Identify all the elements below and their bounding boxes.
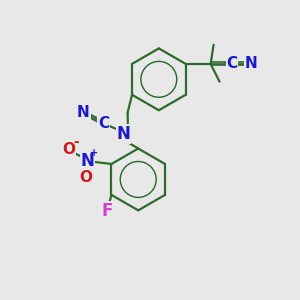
Text: N: N: [117, 125, 130, 143]
Text: N: N: [244, 56, 257, 71]
Text: N: N: [80, 152, 94, 170]
Text: C: C: [98, 116, 109, 131]
Text: C: C: [226, 56, 237, 71]
Text: -: -: [74, 135, 79, 148]
Text: +: +: [90, 148, 98, 158]
Text: O: O: [79, 170, 92, 185]
Text: N: N: [77, 105, 90, 120]
Text: F: F: [101, 202, 113, 220]
Text: O: O: [62, 142, 76, 158]
